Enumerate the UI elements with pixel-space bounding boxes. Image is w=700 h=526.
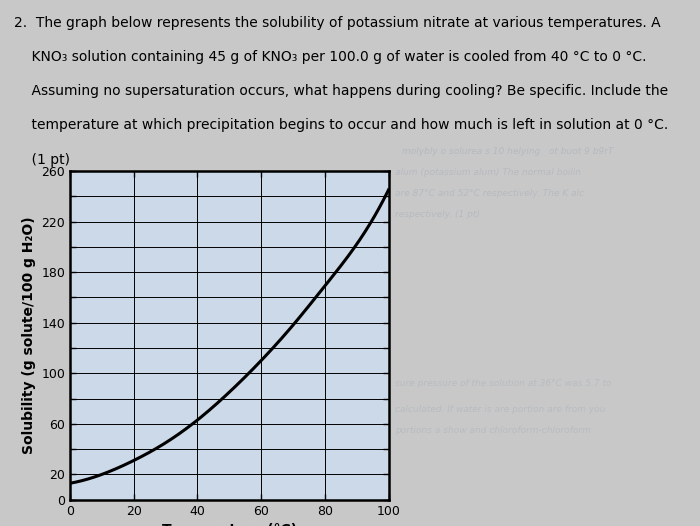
Text: calculated. If water is are portion are from you: calculated. If water is are portion are …	[395, 405, 606, 414]
Text: Assuming no supersaturation occurs, what happens during cooling? Be specific. In: Assuming no supersaturation occurs, what…	[14, 84, 668, 98]
Text: portions a show and chloroform-chloroform: portions a show and chloroform-chlorofor…	[395, 426, 592, 435]
Text: 2.  The graph below represents the solubility of potassium nitrate at various te: 2. The graph below represents the solubi…	[14, 16, 661, 30]
Text: (1 pt): (1 pt)	[14, 153, 70, 167]
X-axis label: Temperature (°C): Temperature (°C)	[162, 523, 297, 526]
Text: molybly o solurea s 10 helying   ot buot 9 b9rΤ: molybly o solurea s 10 helying ot buot 9…	[402, 147, 614, 156]
Text: KNO₃ solution containing 45 g of KNO₃ per 100.0 g of water is cooled from 40 °C : KNO₃ solution containing 45 g of KNO₃ pe…	[14, 50, 647, 64]
Text: are 87°C and 52°C respectively. The K alc: are 87°C and 52°C respectively. The K al…	[395, 189, 584, 198]
Text: temperature at which precipitation begins to occur and how much is left in solut: temperature at which precipitation begin…	[14, 118, 668, 133]
Y-axis label: Solubility (g solute/100 g H₂O): Solubility (g solute/100 g H₂O)	[22, 217, 36, 454]
Text: respectively. (1 pt): respectively. (1 pt)	[395, 210, 480, 219]
Text: sure pressure of the solution at 36°C was 5.7 to: sure pressure of the solution at 36°C wa…	[395, 379, 612, 388]
Text: alum (potassium alum) Τhe normal boilin: alum (potassium alum) Τhe normal boilin	[395, 168, 582, 177]
